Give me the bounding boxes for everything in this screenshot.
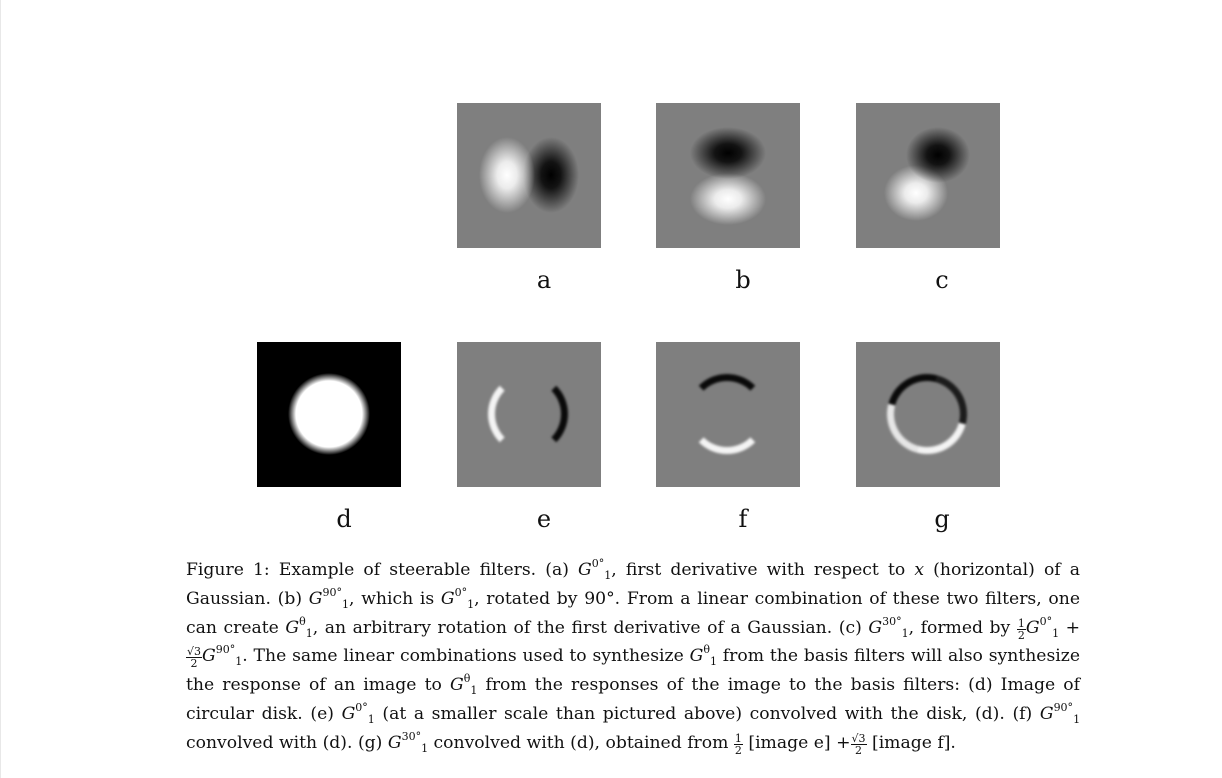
panel-c-image xyxy=(856,103,1000,248)
panel-a-image xyxy=(457,103,601,248)
panel-d-label: d xyxy=(336,505,352,533)
fraction-sqrt3-over-2: √3 2 xyxy=(186,645,203,671)
page-edge xyxy=(0,0,1,778)
panel-a-label: a xyxy=(536,266,552,294)
ring-g xyxy=(872,359,982,469)
ring-f xyxy=(687,374,767,454)
ring-e xyxy=(488,374,568,454)
panel-b-image xyxy=(656,103,800,248)
figure-caption: Figure 1: Example of steerable filters. … xyxy=(186,557,1081,757)
panel-d-image xyxy=(257,342,401,487)
panel-f-label: f xyxy=(738,505,748,533)
panel-f-image xyxy=(656,342,800,487)
fraction-sqrt3-over-2-b: √3 2 xyxy=(850,731,867,757)
panel-g-image xyxy=(856,342,1000,487)
panel-e-image xyxy=(457,342,601,487)
panel-b-label: b xyxy=(735,266,751,294)
panel-g-label: g xyxy=(934,505,950,533)
panel-e-label: e xyxy=(536,505,552,533)
figure-number: Figure 1: xyxy=(186,560,270,580)
panel-c-label: c xyxy=(935,266,949,294)
